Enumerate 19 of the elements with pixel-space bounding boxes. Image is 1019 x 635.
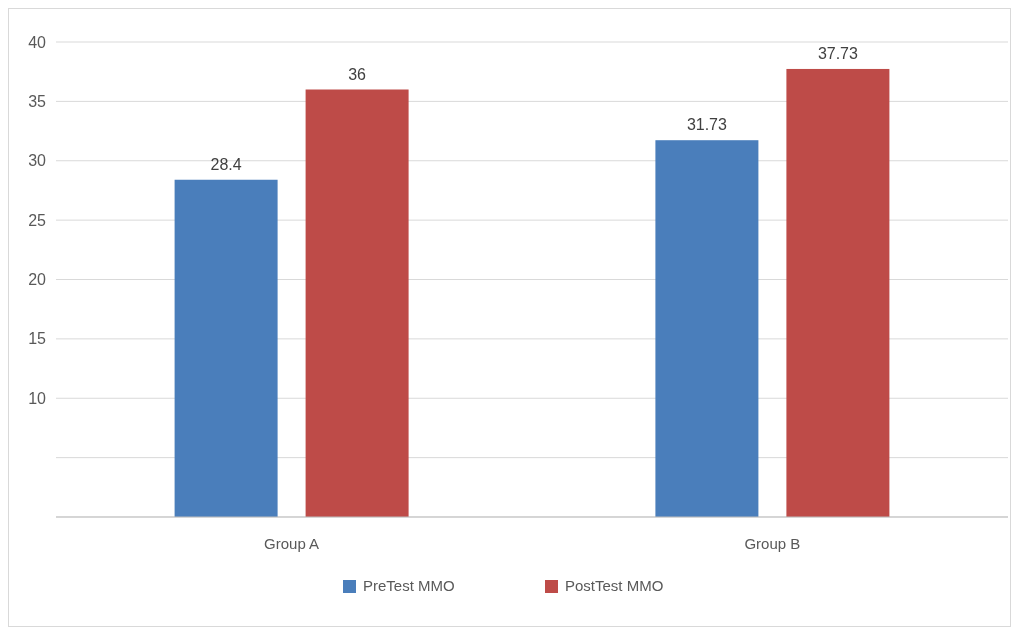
legend-label: PreTest MMO bbox=[363, 577, 455, 595]
data-label: 28.4 bbox=[210, 155, 242, 173]
y-tick-label: 15 bbox=[28, 330, 47, 348]
data-label: 36 bbox=[348, 65, 367, 83]
data-label: 37.73 bbox=[817, 44, 859, 62]
bar bbox=[174, 179, 278, 517]
bar bbox=[786, 68, 890, 517]
bar bbox=[305, 89, 409, 517]
y-tick-label: 35 bbox=[28, 92, 47, 110]
legend-label: PostTest MMO bbox=[565, 577, 664, 595]
x-tick-label: Group B bbox=[744, 535, 801, 552]
y-tick-label: 25 bbox=[28, 211, 47, 229]
x-tick-label: Group A bbox=[264, 535, 320, 552]
data-label: 31.73 bbox=[686, 116, 728, 134]
y-tick-label: 20 bbox=[28, 271, 47, 289]
y-tick-label: 10 bbox=[28, 389, 47, 407]
bar bbox=[655, 140, 759, 517]
y-tick-label: 30 bbox=[28, 152, 47, 170]
y-tick-label: 40 bbox=[28, 33, 47, 51]
